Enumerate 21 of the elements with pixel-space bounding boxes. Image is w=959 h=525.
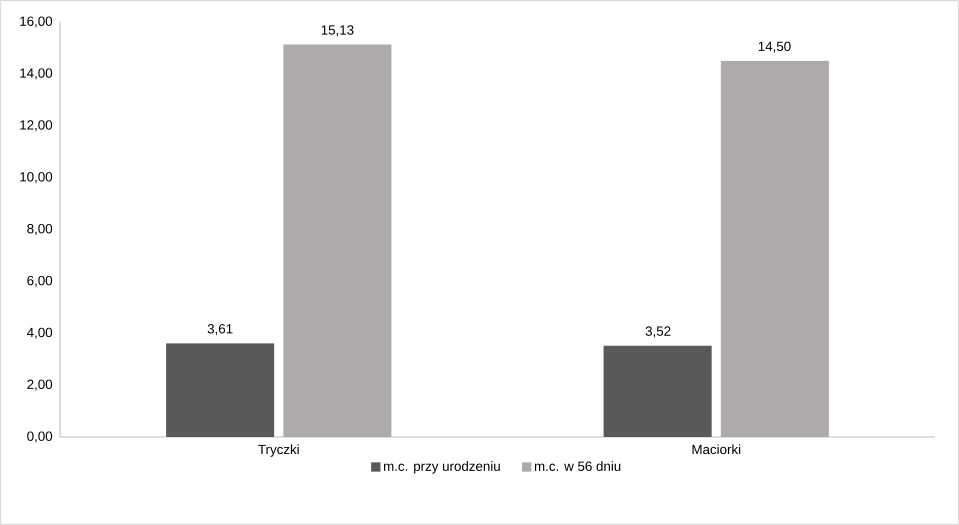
bar: [720, 60, 829, 437]
bar: [604, 346, 712, 437]
data-label: 3,61: [208, 324, 232, 336]
bar: [166, 343, 274, 437]
data-label: 15,13: [322, 25, 354, 36]
y-tick-label: 2,00: [27, 380, 52, 391]
y-tick-label: 6,00: [27, 276, 52, 287]
x-tick-label: Maciorki: [692, 444, 740, 454]
y-tick-label: 0,00: [27, 431, 52, 443]
y-tick-label: 12,00: [20, 120, 52, 132]
y-tick-label: 8,00: [27, 224, 52, 236]
data-label: 14,50: [758, 42, 791, 53]
y-tick-label: 4,00: [26, 328, 52, 339]
y-tick-label: 16,00: [20, 16, 52, 28]
data-label: 3,52: [646, 326, 670, 338]
legend-label: m.c. przy urodzeniu: [384, 461, 500, 474]
x-tick-label: Tryczki: [258, 444, 299, 457]
y-tick-label: 10,00: [20, 172, 52, 184]
y-tick-label: 14,00: [20, 68, 52, 80]
bar: [283, 44, 392, 437]
legend-label: m.c. w 56 dniu: [534, 461, 620, 471]
